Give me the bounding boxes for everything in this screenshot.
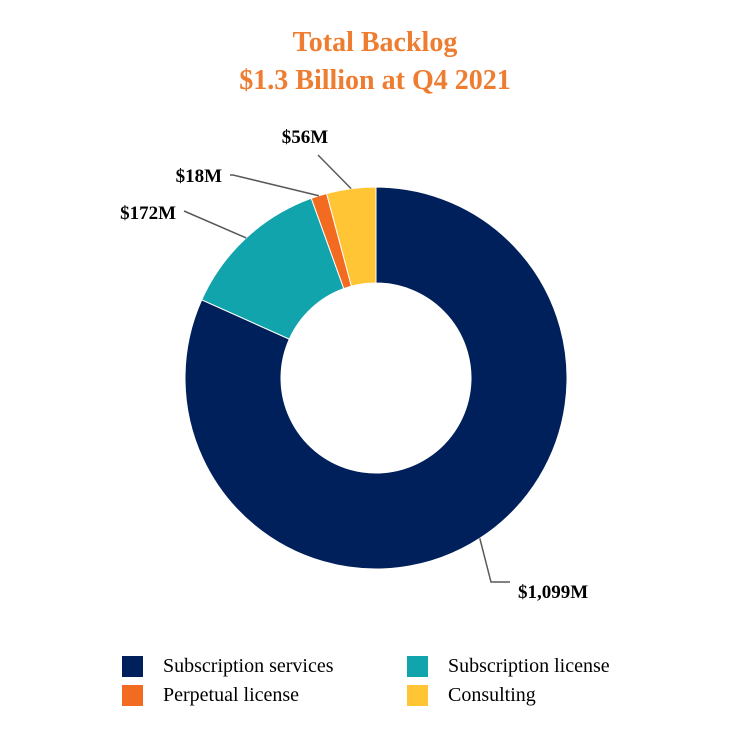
legend-item-perpetual-license: Perpetual license: [122, 683, 407, 708]
legend-item-consulting: Consulting: [407, 683, 657, 708]
leader-line-consulting: [317, 154, 352, 190]
leader-line-subscription-license: [183, 210, 247, 239]
legend-item-subscription-license: Subscription license: [407, 654, 657, 679]
legend-label: Consulting: [448, 684, 536, 706]
leader-line-subscription-services: [479, 538, 510, 583]
data-label-subscription-license: $172M: [120, 203, 176, 224]
legend-label: Subscription license: [448, 655, 610, 677]
legend-label: Perpetual license: [163, 684, 300, 706]
chart-title: Total Backlog: [292, 27, 458, 58]
legend-swatch: [122, 656, 143, 677]
legend-item-subscription-services: Subscription services: [122, 654, 407, 679]
data-label-subscription-services: $1,099M: [518, 582, 588, 603]
data-label-consulting: $56M: [282, 127, 329, 148]
legend-swatch: [122, 685, 143, 706]
slice-consulting: [325, 186, 377, 287]
chart-legend: Subscription services Subscription licen…: [122, 654, 662, 708]
data-label-perpetual-license: $18M: [176, 166, 223, 187]
leader-line-perpetual-license: [230, 174, 320, 197]
legend-swatch: [407, 685, 428, 706]
slice-subscription-services: [184, 186, 568, 570]
chart-subtitle: $1.3 Billion at Q4 2021: [239, 65, 511, 96]
legend-label: Subscription services: [163, 655, 334, 677]
legend-swatch: [407, 656, 428, 677]
